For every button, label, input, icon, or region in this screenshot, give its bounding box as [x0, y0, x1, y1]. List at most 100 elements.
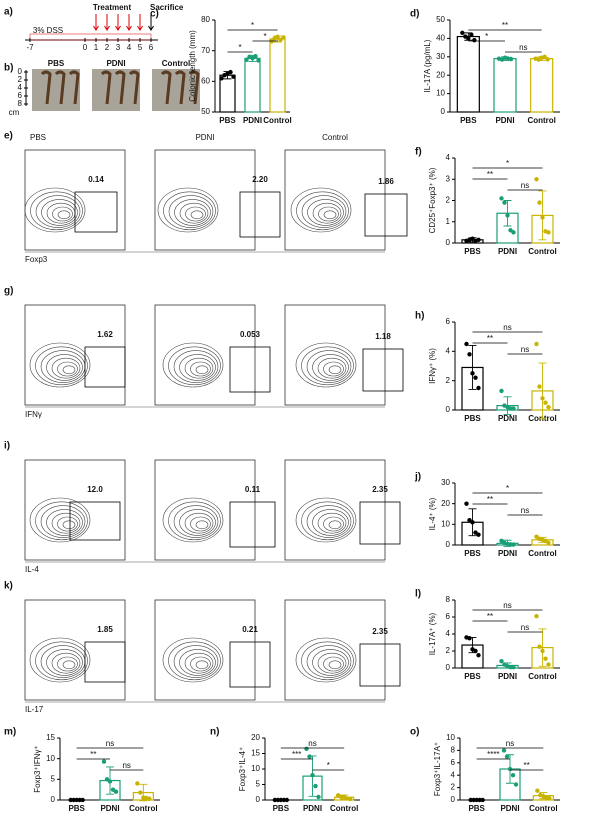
y-tick-label: 1 — [446, 217, 451, 226]
data-point — [476, 237, 481, 243]
contour — [307, 199, 344, 226]
contour — [173, 505, 219, 538]
significance-label: ns — [521, 506, 529, 515]
x-tick-label: PDNI — [498, 672, 517, 681]
gate-value: 1.86 — [378, 177, 394, 186]
panel-letter: b) — [4, 63, 13, 74]
contour — [41, 199, 78, 226]
flow-axis-label: Foxp3 — [25, 255, 48, 264]
y-tick-label: 8 — [446, 595, 451, 604]
gate — [69, 501, 121, 541]
data-point — [473, 375, 478, 380]
day-label: 5 — [138, 43, 143, 52]
gate — [359, 501, 401, 545]
significance-label: **** — [487, 750, 499, 759]
contour — [35, 641, 88, 681]
y-tick-label: 20 — [441, 499, 450, 508]
x-tick-label: PBS — [464, 414, 481, 423]
gate — [84, 346, 126, 388]
panel-letter: c) — [150, 9, 159, 20]
contour — [162, 497, 224, 543]
day-label: 1 — [94, 43, 99, 52]
contour — [301, 501, 354, 541]
contour — [24, 187, 86, 233]
data-point — [135, 781, 140, 786]
gate-value: 2.35 — [372, 485, 388, 494]
x-tick-label: Control — [528, 549, 556, 558]
photo — [32, 69, 80, 111]
data-point — [310, 773, 315, 778]
significance-label: ns — [106, 739, 114, 748]
data-point — [466, 36, 471, 41]
panel-letter: n) — [210, 727, 219, 738]
data-point — [547, 795, 552, 801]
x-tick-label: PDNI — [100, 804, 119, 813]
bar — [493, 58, 517, 113]
contour — [168, 346, 221, 386]
y-tick-label: 10 — [446, 733, 455, 742]
y-tick-label: 15 — [251, 749, 260, 758]
y-tick-label: 5 — [51, 774, 56, 783]
panel-letter: f) — [415, 147, 422, 158]
panel-letter: o) — [410, 727, 419, 738]
x-tick-label: PDNI — [243, 116, 262, 125]
significance-label: * — [238, 43, 241, 52]
contour — [173, 350, 219, 383]
treatment-label: Treatment — [93, 3, 132, 12]
y-tick-label: 0 — [51, 795, 56, 804]
data-point — [473, 648, 478, 654]
y-tick-label: 80 — [201, 15, 210, 24]
data-point — [275, 34, 280, 40]
y-tick-label: 4 — [446, 346, 451, 355]
contour — [317, 512, 347, 534]
contour — [328, 365, 342, 375]
y-tick-label: 10 — [251, 764, 260, 773]
data-point — [534, 177, 539, 182]
contour — [306, 505, 352, 538]
contour — [168, 501, 221, 541]
significance-label: *** — [292, 750, 301, 759]
colon — [128, 70, 140, 105]
gate-value: 12.0 — [87, 485, 103, 494]
ruler-label: 2 — [18, 75, 23, 84]
gate — [74, 191, 118, 233]
bar — [456, 35, 480, 113]
contour — [296, 191, 349, 231]
data-point — [101, 759, 107, 764]
y-tick-label: 4 — [446, 153, 451, 162]
significance-label: ns — [519, 43, 527, 52]
data-point — [505, 213, 510, 218]
y-tick-label: 10 — [436, 89, 445, 98]
flow-axis-label: IL-17 — [25, 705, 44, 714]
data-point — [511, 230, 516, 235]
data-point — [460, 30, 465, 36]
data-point — [231, 74, 236, 79]
y-tick-label: 3 — [446, 174, 451, 183]
data-point — [228, 69, 233, 75]
x-tick-label: PBS — [464, 549, 481, 558]
significance-label: * — [263, 32, 266, 41]
data-point — [499, 388, 504, 394]
data-point — [534, 341, 539, 347]
significance-label: ns — [506, 739, 514, 748]
day-label: 3 — [116, 43, 121, 52]
data-point — [284, 797, 290, 803]
plot-frame — [24, 459, 126, 561]
data-point — [540, 215, 545, 220]
photo-label: Control — [162, 59, 190, 68]
contour — [323, 361, 344, 377]
bar — [244, 57, 261, 113]
significance-label: ** — [90, 750, 96, 759]
significance-label: ns — [503, 323, 511, 332]
contour — [295, 637, 357, 683]
treatment-arrow — [115, 14, 121, 31]
treatment-arrow — [126, 14, 132, 31]
contour — [62, 520, 76, 530]
data-point — [244, 57, 249, 63]
contour — [57, 656, 78, 672]
y-axis-label: IL-17A⁺ (%) — [428, 612, 437, 655]
colon — [188, 70, 200, 105]
gate — [229, 501, 276, 548]
contour — [184, 357, 214, 379]
dss-bar — [29, 33, 152, 41]
